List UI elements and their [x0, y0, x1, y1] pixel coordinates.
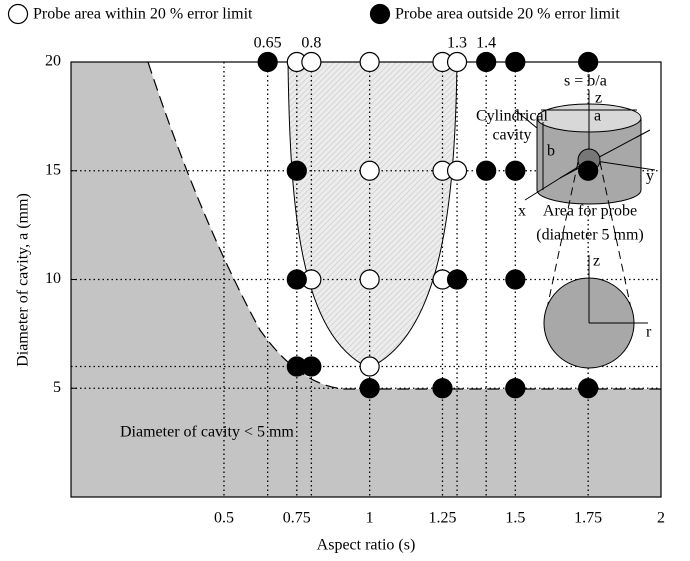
y-axis-title: Diameter of cavity, a (mm) [15, 193, 32, 367]
data-point [446, 51, 468, 73]
data-point [505, 378, 526, 399]
y-tick-label: 15 [45, 161, 61, 178]
data-point [476, 51, 497, 73]
data-point [301, 356, 322, 377]
axis-line [559, 129, 651, 179]
top-tick-label: 1.3 [447, 35, 467, 52]
axis-x [524, 159, 590, 201]
x-tick-label: 1 [366, 510, 374, 527]
cavity-label: cavity [492, 127, 531, 144]
y-tick-label: 10 [45, 270, 61, 287]
top-tick-label: 0.65 [254, 35, 282, 52]
small-cavity-region [71, 62, 661, 497]
inset-diagram: s = b/a Cylindrical cavity z a b y x Are… [476, 73, 656, 369]
projection-line [544, 161, 579, 319]
data-point [359, 356, 380, 377]
data-point [286, 269, 307, 290]
y-tick-label: 5 [53, 379, 61, 396]
x-tick-label: 2 [657, 510, 665, 527]
data-point [505, 51, 526, 73]
x-tick-label: 1.75 [574, 510, 602, 527]
probe-label: (diameter 5 mm) [536, 227, 644, 244]
data-point [578, 160, 599, 181]
cavity-label: Cylindrical [476, 108, 549, 125]
top-tick-label: 1.4 [476, 35, 496, 52]
dimension-label: a [594, 108, 601, 125]
top-tick-label: 0.8 [301, 35, 321, 52]
data-point [301, 51, 322, 73]
axis-label: x [518, 203, 526, 220]
data-point [476, 160, 497, 181]
axis-label: z [595, 90, 602, 107]
legend-label: Probe area within 20 % error limit [33, 6, 253, 23]
probe-label: Area for probe [543, 203, 637, 220]
data-point [446, 160, 468, 181]
dimension-label: b [547, 143, 555, 160]
region-boundary [147, 61, 661, 390]
data-point [578, 51, 599, 73]
legend-marker [7, 3, 29, 25]
pointer [514, 109, 538, 129]
axis-label: z [593, 253, 600, 270]
axis-label: y [646, 168, 654, 185]
data-point [446, 269, 468, 290]
data-point [432, 378, 453, 399]
data-point [505, 160, 526, 181]
projection-line [599, 161, 634, 319]
data-point [359, 160, 380, 181]
data-point [257, 51, 278, 73]
x-tick-label: 1.25 [428, 510, 456, 527]
axis-label: r [646, 324, 652, 341]
region-label: Diameter of cavity < 5 mm [120, 424, 294, 441]
data-point [505, 269, 526, 290]
data-point [578, 378, 599, 399]
valid-region [287, 61, 458, 369]
legend-label: Probe area outside 20 % error limit [395, 6, 620, 23]
x-tick-label: 0.5 [214, 510, 234, 527]
legend-marker [369, 3, 391, 25]
x-tick-label: 1.5 [505, 510, 525, 527]
ratio-label: s = b/a [564, 73, 607, 90]
data-point [359, 51, 380, 73]
data-point [359, 269, 380, 290]
data-point [286, 160, 307, 181]
x-tick-label: 0.75 [283, 510, 311, 527]
data-point [359, 378, 380, 399]
x-axis-title: Aspect ratio (s) [317, 537, 416, 554]
y-tick-label: 20 [45, 53, 61, 70]
